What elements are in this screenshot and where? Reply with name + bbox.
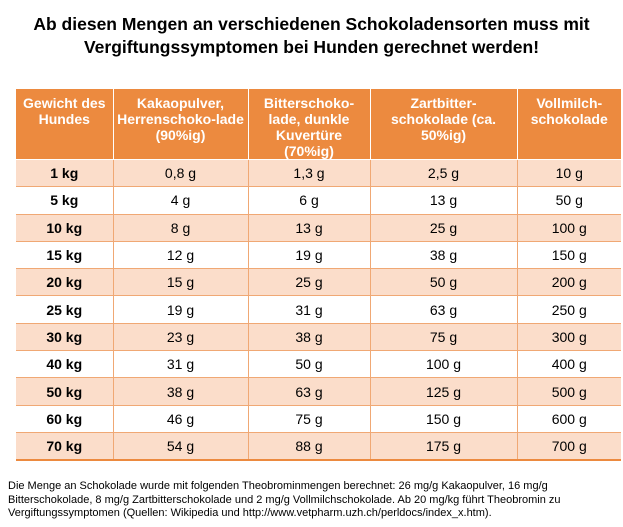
table-cell: 125 g: [369, 377, 517, 406]
table-cell-weight: 25 kg: [16, 295, 113, 324]
table-cell: 175 g: [369, 431, 517, 462]
table-cell: 150 g: [369, 404, 517, 433]
table-cell-weight: 40 kg: [16, 350, 113, 379]
table-cell: 63 g: [369, 295, 517, 324]
table-cell: 75 g: [247, 404, 370, 433]
table-cell-weight: 1 kg: [16, 158, 113, 187]
table-cell: 46 g: [112, 404, 248, 433]
column-header-cocoa-powder: Kakaopulver, Herrenschoko-lade (90%ig): [112, 89, 248, 160]
table-cell: 38 g: [112, 377, 248, 406]
table-cell-weight: 50 kg: [16, 377, 113, 406]
table-cell: 38 g: [369, 240, 517, 270]
table-cell: 88 g: [247, 431, 370, 462]
chocolate-toxicity-table: Gewicht des Hundes Kakaopulver, Herrensc…: [16, 89, 621, 462]
table-cell: 250 g: [516, 295, 621, 324]
table-row: 70 kg 54 g 88 g 175 g 700 g: [16, 431, 621, 462]
table-cell: 200 g: [516, 268, 621, 296]
table-cell: 25 g: [369, 213, 517, 242]
page-title: Ab diesen Mengen an verschiedenen Schoko…: [33, 14, 590, 57]
table-cell: 150 g: [516, 240, 621, 270]
table-row: 10 kg 8 g 13 g 25 g 100 g: [16, 213, 621, 242]
table-cell: 13 g: [369, 186, 517, 215]
table-cell-weight: 30 kg: [16, 322, 113, 351]
table-cell: 50 g: [247, 350, 370, 379]
table-cell: 15 g: [112, 268, 248, 296]
table-cell: 23 g: [112, 322, 248, 351]
table-cell: 500 g: [516, 377, 621, 406]
column-header-dog-weight: Gewicht des Hundes: [16, 89, 113, 160]
table-cell-weight: 10 kg: [16, 213, 113, 242]
table-row: 5 kg 4 g 6 g 13 g 50 g: [16, 186, 621, 215]
table-cell: 10 g: [516, 158, 621, 187]
table-row: 15 kg 12 g 19 g 38 g 150 g: [16, 240, 621, 270]
table-cell: 300 g: [516, 322, 621, 351]
table-cell: 31 g: [247, 295, 370, 324]
table-row: 1 kg 0,8 g 1,3 g 2,5 g 10 g: [16, 158, 621, 187]
table-cell: 400 g: [516, 350, 621, 379]
table-cell: 50 g: [516, 186, 621, 215]
table-cell: 100 g: [369, 350, 517, 379]
table-row: 25 kg 19 g 31 g 63 g 250 g: [16, 295, 621, 324]
table-cell: 38 g: [247, 322, 370, 351]
column-header-dark-chocolate: Zartbitter-schokolade (ca. 50%ig): [369, 89, 517, 160]
table-cell: 6 g: [247, 186, 370, 215]
table-cell-weight: 70 kg: [16, 431, 113, 462]
table-row: 40 kg 31 g 50 g 100 g 400 g: [16, 350, 621, 379]
table-cell-weight: 15 kg: [16, 240, 113, 270]
table-cell: 13 g: [247, 213, 370, 242]
table-cell: 31 g: [112, 350, 248, 379]
table-cell: 25 g: [247, 268, 370, 296]
table-cell: 12 g: [112, 240, 248, 270]
table-cell: 2,5 g: [369, 158, 517, 187]
table-row: 20 kg 15 g 25 g 50 g 200 g: [16, 268, 621, 296]
column-header-bitter-chocolate: Bitterschoko-lade, dunkle Kuvertüre (70%…: [247, 89, 370, 160]
table-cell: 0,8 g: [112, 158, 248, 187]
footnote-sources: Die Menge an Schokolade wurde mit folgen…: [8, 480, 561, 519]
table-row: 30 kg 23 g 38 g 75 g 300 g: [16, 322, 621, 351]
table-cell-weight: 5 kg: [16, 186, 113, 215]
table-cell: 19 g: [112, 295, 248, 324]
table-cell: 50 g: [369, 268, 517, 296]
table-cell: 1,3 g: [247, 158, 370, 187]
table-cell: 600 g: [516, 404, 621, 433]
table-cell: 8 g: [112, 213, 248, 242]
table-row: 50 kg 38 g 63 g 125 g 500 g: [16, 377, 621, 406]
table-cell: 19 g: [247, 240, 370, 270]
table-cell: 54 g: [112, 431, 248, 462]
table-cell: 700 g: [516, 431, 621, 462]
table-header-row: Gewicht des Hundes Kakaopulver, Herrensc…: [16, 89, 621, 160]
table-cell-weight: 20 kg: [16, 268, 113, 296]
table-cell: 4 g: [112, 186, 248, 215]
column-header-milk-chocolate: Vollmilch-schokolade: [516, 89, 621, 160]
table-cell: 75 g: [369, 322, 517, 351]
table-row: 60 kg 46 g 75 g 150 g 600 g: [16, 404, 621, 433]
table-cell: 100 g: [516, 213, 621, 242]
table-cell-weight: 60 kg: [16, 404, 113, 433]
table-cell: 63 g: [247, 377, 370, 406]
